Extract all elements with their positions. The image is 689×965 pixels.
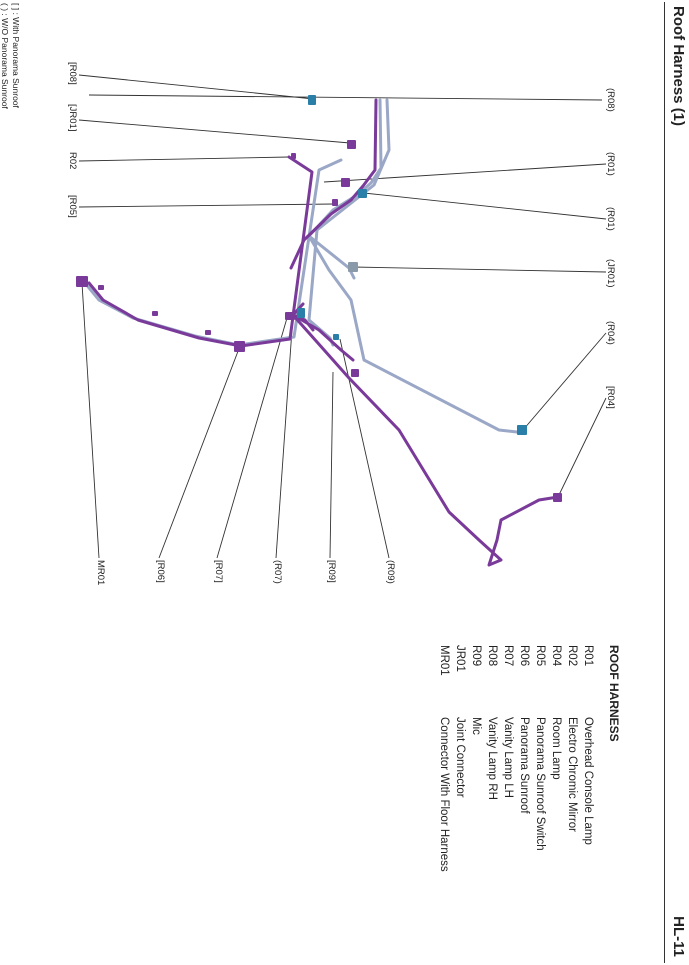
legend-row: R02 Electro Chromic Mirror [566,645,578,832]
callout-bottom-5: [R06] [155,560,166,583]
legend-desc: Joint Connector [454,717,466,798]
clip-2 [152,311,158,316]
legend-code: R05 [534,645,546,667]
legend-desc: Electro Chromic Mirror [566,717,578,833]
callout-bottom-4: [R07] [213,560,224,583]
leader-left-r05 [78,203,335,208]
callout-top-1: (R08) [605,88,616,112]
legend-code: R07 [502,645,514,667]
clip-3 [205,330,211,335]
legend-desc: Vanity Lamp RH [486,717,498,800]
connector-jr01-top [347,140,356,149]
leader-bottom-mr01 [81,282,100,559]
note-with-sunroof: [ ] : With Panorama Sunroof [11,3,21,108]
callout-bottom-1: (R09) [385,560,396,584]
connector-r08 [308,95,316,105]
legend-desc: Overhead Console Lamp [582,717,594,845]
clip-1 [98,285,104,290]
legend-code: MR01 [438,645,450,676]
legend-row: MR01 Connector With Floor Harness [438,645,450,872]
legend-row: R05 Panorama Sunroof Switch [534,645,546,851]
legend-code: R06 [518,645,530,667]
callout-top-6: [R04] [605,386,616,409]
legend-desc: Mic [470,717,482,735]
connector-mr01 [76,276,88,287]
callout-top-2: (R01) [605,152,616,176]
leader-left-jr01 [78,119,351,144]
leader-top-r04 [522,332,607,431]
leader-bottom-r06 [158,345,241,559]
leader-top-r01b [363,192,607,220]
legend-desc: Panorama Sunroof [518,717,530,814]
connectors [76,95,562,502]
leader-left-r08 [78,74,315,100]
connector-r01b [358,189,367,198]
connector-r09a [333,334,339,340]
purple-harness [87,98,560,567]
legend-desc: Room Lamp [550,717,562,780]
note-without-sunroof: ( ) : W/O Panorama Sunroof [0,3,10,109]
callout-left-3: R02 [67,152,78,170]
connector-r01 [341,178,350,187]
leader-bottom-r09b [329,371,334,559]
leader-top-r08 [88,94,603,101]
connector-r07 [285,312,295,320]
legend-row: R07 Vanity Lamp LH [502,645,514,798]
legend-row: R09 Mic [470,645,482,735]
connector-r04 [517,425,527,435]
legend-code: R02 [566,645,578,667]
leader-top-r04b [557,397,607,498]
legend-row: R06 Panorama Sunroof [518,645,530,814]
callout-top-4: (JR01) [605,259,616,288]
legend-row: JR01 Joint Connector [454,645,466,798]
leader-bottom-r09a [339,338,390,559]
connector-r05 [332,199,338,206]
legend-desc: Connector With Floor Harness [438,717,450,872]
callout-left-2: [JR01] [67,104,78,132]
legend-desc: Panorama Sunroof Switch [534,717,546,851]
leader-bottom-r07b [216,317,288,559]
connector-r06 [234,341,245,352]
callout-left-1: [R08] [67,62,78,85]
legend-heading: ROOF HARNESS [607,645,621,742]
legend-code: JR01 [454,645,466,672]
leader-top-r01 [323,163,607,183]
leader-top-jr01 [352,266,607,273]
connector-jr01 [348,262,358,272]
legend-code: R01 [582,645,594,667]
callout-bottom-6: MR01 [95,560,106,586]
leader-lines [78,74,607,559]
legend-desc: Vanity Lamp LH [502,717,514,798]
legend-row: R08 Vanity Lamp RH [486,645,498,800]
legend-row: R01 Overhead Console Lamp [582,645,594,845]
callout-bottom-3: (R07) [272,560,283,584]
callout-left-4: [R05] [67,195,78,218]
connector-r04b [553,493,562,502]
legend-code: R08 [486,645,498,667]
callout-top-3: (R01) [605,207,616,231]
clip-4 [291,153,296,159]
legend-code: R09 [470,645,482,667]
legend-code: R04 [550,645,562,667]
callout-top-5: (R04) [605,321,616,345]
connector-r07b [297,308,305,318]
connector-r09b [351,369,359,377]
leader-left-r02 [78,156,290,162]
callout-bottom-2: [R09] [326,560,337,583]
legend-row: R04 Room Lamp [550,645,562,780]
leader-bottom-r07a [275,314,294,559]
